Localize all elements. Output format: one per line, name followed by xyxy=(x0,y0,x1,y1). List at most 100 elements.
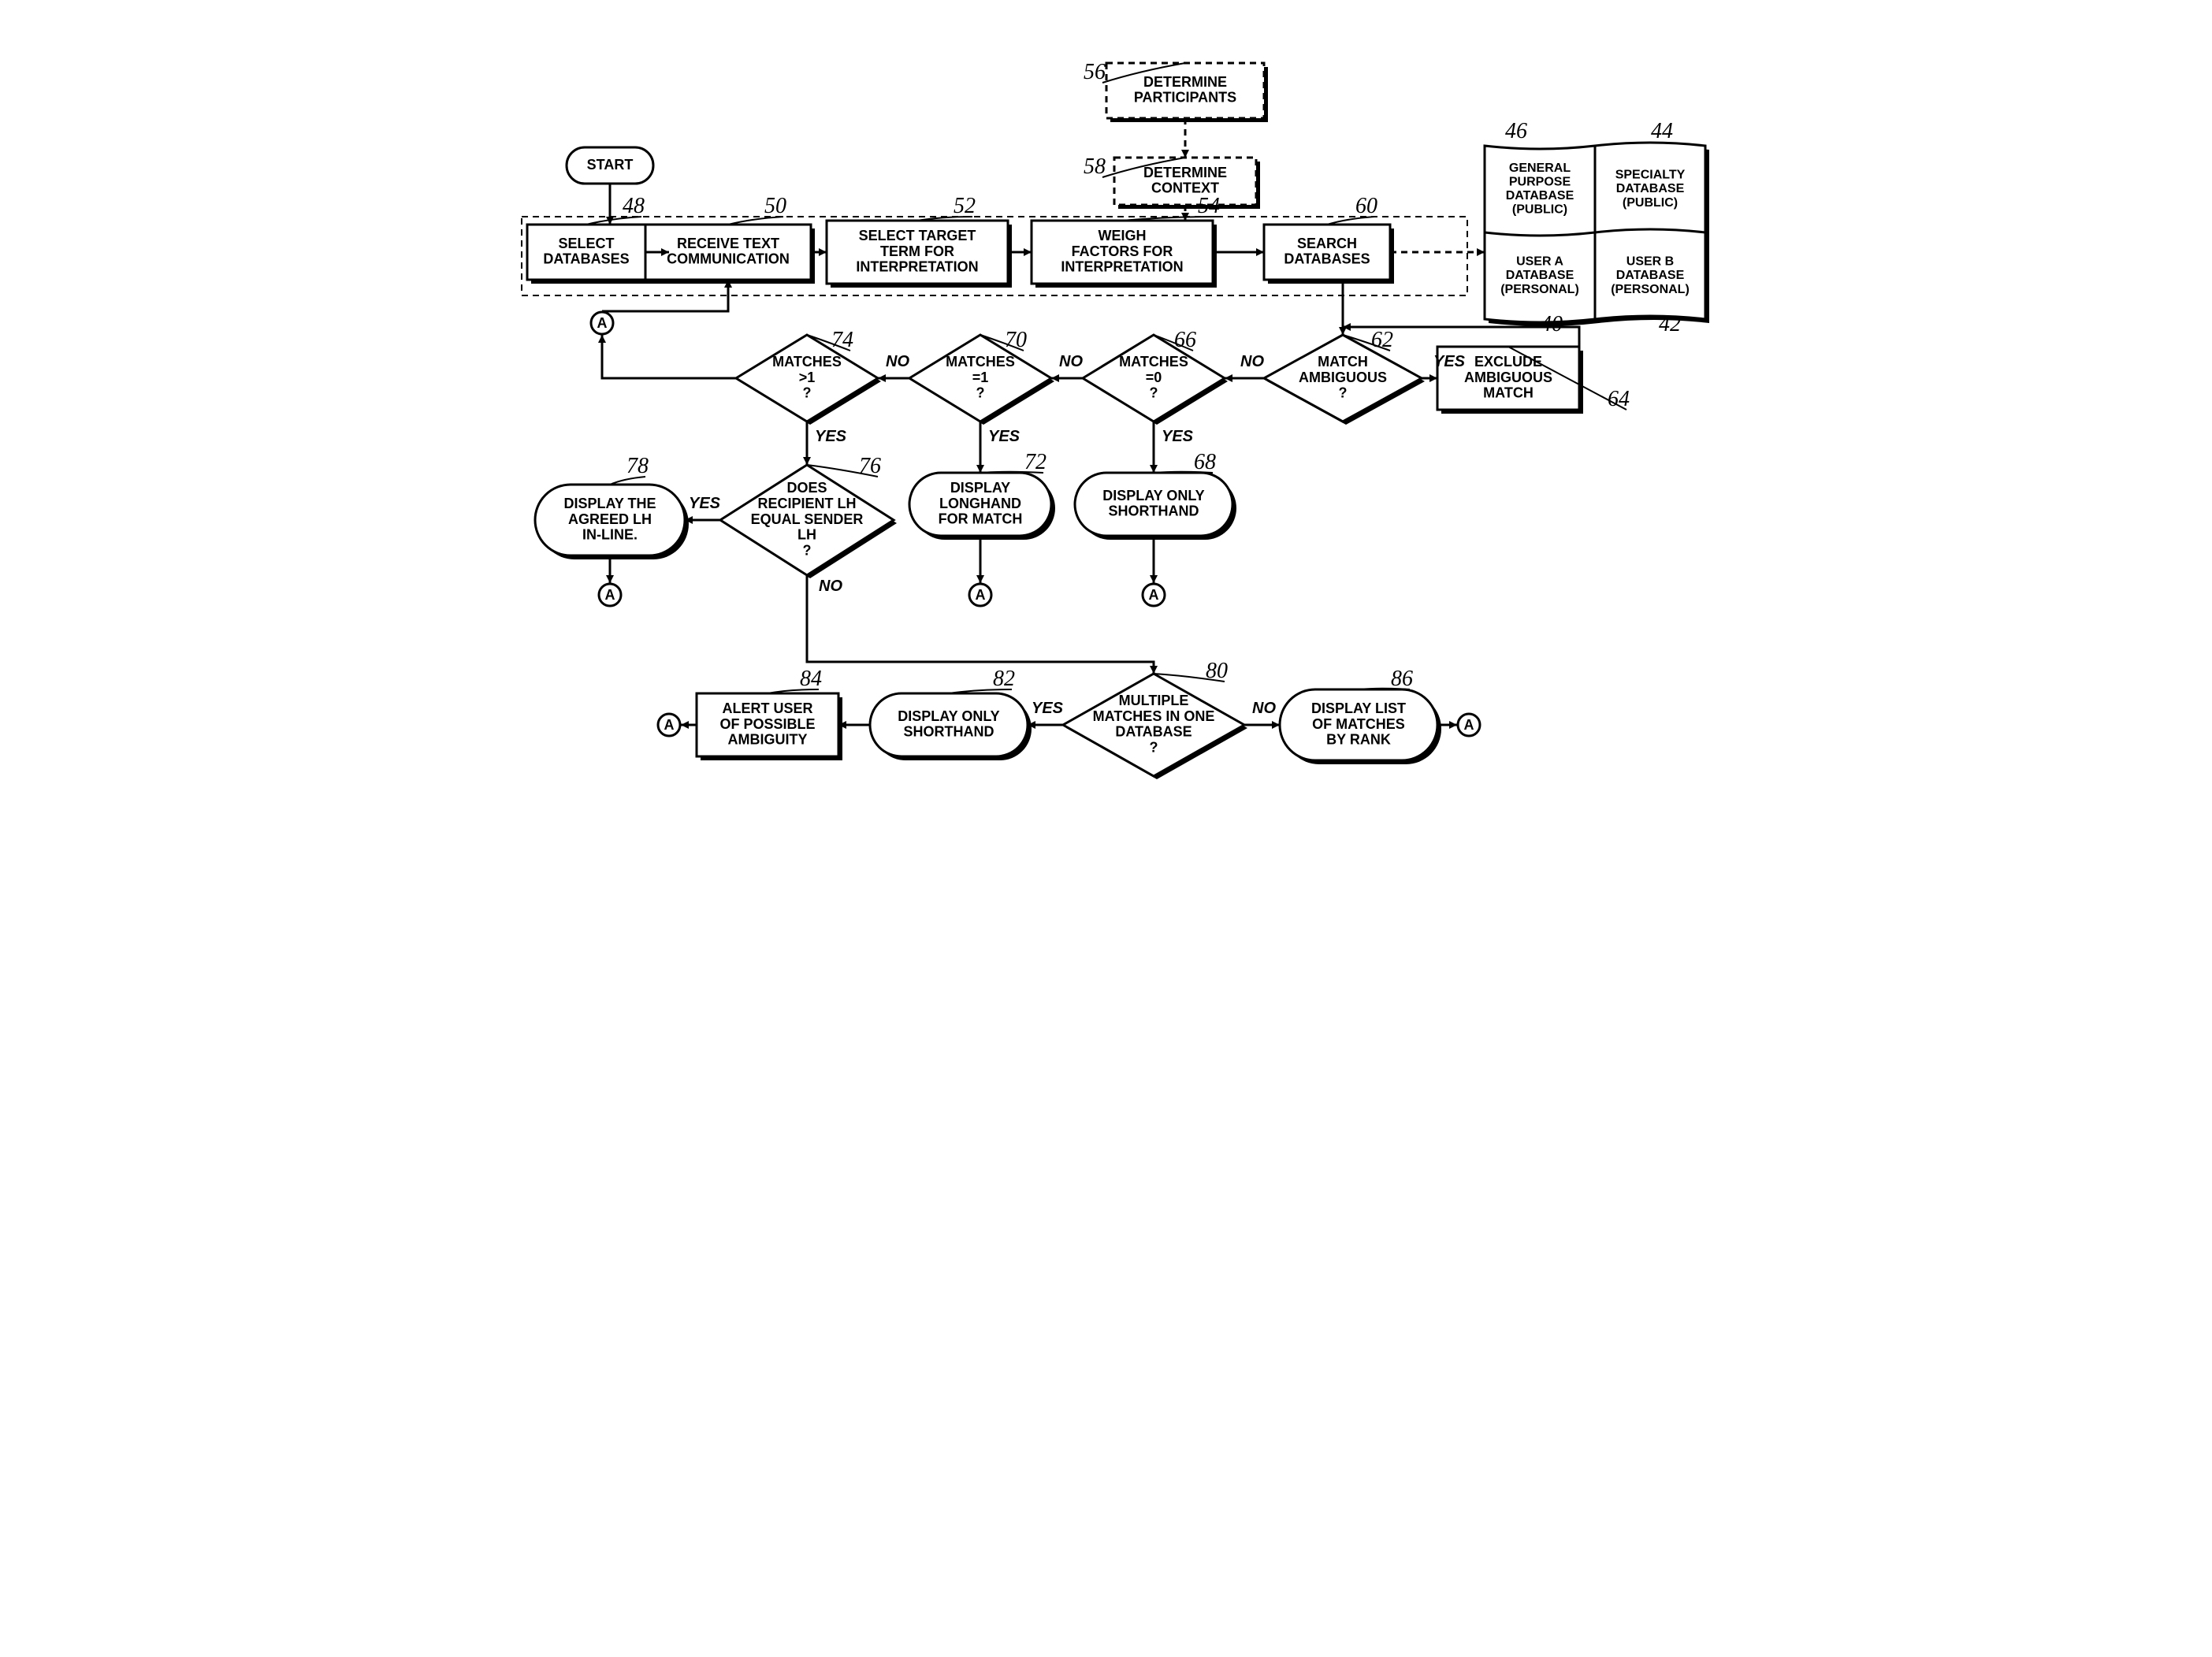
svg-text:DATABASE: DATABASE xyxy=(1505,269,1574,282)
ref-54: 54 xyxy=(1198,194,1220,218)
svg-text:OF POSSIBLE: OF POSSIBLE xyxy=(719,716,815,732)
svg-text:GENERAL: GENERAL xyxy=(1508,162,1570,175)
svg-text:MATCHES: MATCHES xyxy=(946,354,1015,370)
ref-58: 58 xyxy=(1084,154,1106,179)
flowchart-diagram: STARTSELECTDATABASESRECEIVE TEXTCOMMUNIC… xyxy=(500,16,1713,922)
ref-44: 44 xyxy=(1651,119,1673,143)
svg-text:MATCHES: MATCHES xyxy=(1119,354,1188,370)
svg-text:?: ? xyxy=(1149,385,1158,401)
svg-text:USER A: USER A xyxy=(1516,255,1563,269)
svg-text:DISPLAY: DISPLAY xyxy=(950,480,1009,496)
svg-text:A: A xyxy=(604,587,615,603)
ref-82: 82 xyxy=(993,667,1015,691)
svg-text:SPECIALTY: SPECIALTY xyxy=(1615,169,1685,182)
svg-text:MATCH: MATCH xyxy=(1318,354,1368,370)
ref-48: 48 xyxy=(623,194,645,218)
ref-78: 78 xyxy=(626,454,649,478)
svg-text:(PERSONAL): (PERSONAL) xyxy=(1500,283,1579,296)
ref-72: 72 xyxy=(1024,450,1047,474)
svg-text:NO: NO xyxy=(819,578,842,595)
svg-text:YES: YES xyxy=(987,428,1020,445)
svg-text:SELECT TARGET: SELECT TARGET xyxy=(858,228,976,243)
svg-text:SEARCH: SEARCH xyxy=(1296,236,1356,251)
svg-text:INTERPRETATION: INTERPRETATION xyxy=(856,259,978,275)
svg-text:A: A xyxy=(975,587,985,603)
svg-text:MULTIPLE: MULTIPLE xyxy=(1118,693,1188,708)
svg-text:>1: >1 xyxy=(798,370,815,385)
svg-text:DATABASE: DATABASE xyxy=(1505,189,1574,202)
svg-text:RECIPIENT LH: RECIPIENT LH xyxy=(757,496,856,511)
svg-text:LH: LH xyxy=(797,527,816,543)
ref-84: 84 xyxy=(800,667,822,691)
svg-text:BY RANK: BY RANK xyxy=(1326,732,1391,748)
svg-text:LONGHAND: LONGHAND xyxy=(939,496,1021,511)
svg-text:DETERMINE: DETERMINE xyxy=(1143,165,1226,180)
svg-text:=1: =1 xyxy=(972,370,988,385)
svg-text:NO: NO xyxy=(1059,353,1083,370)
svg-text:OF MATCHES: OF MATCHES xyxy=(1312,716,1405,732)
svg-text:DATABASE: DATABASE xyxy=(1615,182,1684,195)
svg-text:MATCH: MATCH xyxy=(1483,385,1534,401)
svg-text:?: ? xyxy=(802,542,811,558)
svg-text:YES: YES xyxy=(688,495,720,512)
svg-text:FOR MATCH: FOR MATCH xyxy=(938,511,1022,527)
ref-68: 68 xyxy=(1194,450,1216,474)
ref-46: 46 xyxy=(1505,119,1527,143)
svg-text:DETERMINE: DETERMINE xyxy=(1143,74,1226,90)
ref-52: 52 xyxy=(954,194,976,218)
svg-text:EQUAL SENDER: EQUAL SENDER xyxy=(750,511,863,527)
svg-text:DISPLAY THE: DISPLAY THE xyxy=(563,496,656,511)
svg-text:DOES: DOES xyxy=(786,480,827,496)
svg-text:(PERSONAL): (PERSONAL) xyxy=(1611,283,1690,296)
svg-text:YES: YES xyxy=(1433,353,1465,370)
svg-text:SELECT: SELECT xyxy=(558,236,614,251)
svg-text:PURPOSE: PURPOSE xyxy=(1508,175,1571,188)
ref-60: 60 xyxy=(1355,194,1377,218)
svg-text:MATCHES IN ONE: MATCHES IN ONE xyxy=(1092,708,1214,724)
svg-text:DATABASE: DATABASE xyxy=(1115,724,1192,740)
svg-text:FACTORS FOR: FACTORS FOR xyxy=(1071,243,1173,259)
ref-64: 64 xyxy=(1608,387,1630,411)
svg-text:DISPLAY ONLY: DISPLAY ONLY xyxy=(898,708,999,724)
svg-text:?: ? xyxy=(1149,739,1158,755)
svg-text:A: A xyxy=(664,717,674,733)
edge xyxy=(602,335,736,378)
svg-text:?: ? xyxy=(802,385,811,401)
svg-text:YES: YES xyxy=(1031,700,1063,717)
svg-text:?: ? xyxy=(976,385,984,401)
ref-50: 50 xyxy=(764,194,786,218)
svg-text:A: A xyxy=(597,315,607,331)
ref-56: 56 xyxy=(1084,60,1106,84)
svg-text:(PUBLIC): (PUBLIC) xyxy=(1511,203,1567,217)
svg-text:YES: YES xyxy=(1161,428,1193,445)
svg-text:DATABASES: DATABASES xyxy=(543,251,629,267)
svg-text:AMBIGUOUS: AMBIGUOUS xyxy=(1464,370,1552,385)
svg-text:YES: YES xyxy=(814,428,846,445)
svg-text:?: ? xyxy=(1338,385,1347,401)
svg-text:INTERPRETATION: INTERPRETATION xyxy=(1061,259,1183,275)
svg-text:AMBIGUITY: AMBIGUITY xyxy=(727,732,807,748)
svg-text:A: A xyxy=(1463,717,1474,733)
svg-text:AGREED LH: AGREED LH xyxy=(567,511,651,527)
svg-text:A: A xyxy=(1148,587,1158,603)
svg-text:NO: NO xyxy=(1252,700,1276,717)
svg-text:DATABASES: DATABASES xyxy=(1284,251,1370,267)
ref-86: 86 xyxy=(1391,667,1413,691)
svg-text:AMBIGUOUS: AMBIGUOUS xyxy=(1299,370,1387,385)
svg-text:DISPLAY ONLY: DISPLAY ONLY xyxy=(1102,488,1204,503)
svg-text:START: START xyxy=(586,157,633,173)
svg-text:NO: NO xyxy=(886,353,909,370)
svg-text:PARTICIPANTS: PARTICIPANTS xyxy=(1133,90,1236,106)
svg-text:IN-LINE.: IN-LINE. xyxy=(582,527,638,543)
ref-42: 42 xyxy=(1659,312,1681,336)
ref-74: 74 xyxy=(831,328,853,352)
svg-text:SHORTHAND: SHORTHAND xyxy=(1108,503,1199,519)
svg-text:DISPLAY LIST: DISPLAY LIST xyxy=(1310,700,1405,716)
svg-text:WEIGH: WEIGH xyxy=(1098,228,1146,243)
ref-70: 70 xyxy=(1005,328,1027,352)
ref-66: 66 xyxy=(1174,328,1196,352)
svg-text:SHORTHAND: SHORTHAND xyxy=(903,724,994,740)
svg-text:MATCHES: MATCHES xyxy=(772,354,842,370)
svg-text:COMMUNICATION: COMMUNICATION xyxy=(667,251,790,267)
svg-text:EXCLUDE: EXCLUDE xyxy=(1474,354,1541,370)
